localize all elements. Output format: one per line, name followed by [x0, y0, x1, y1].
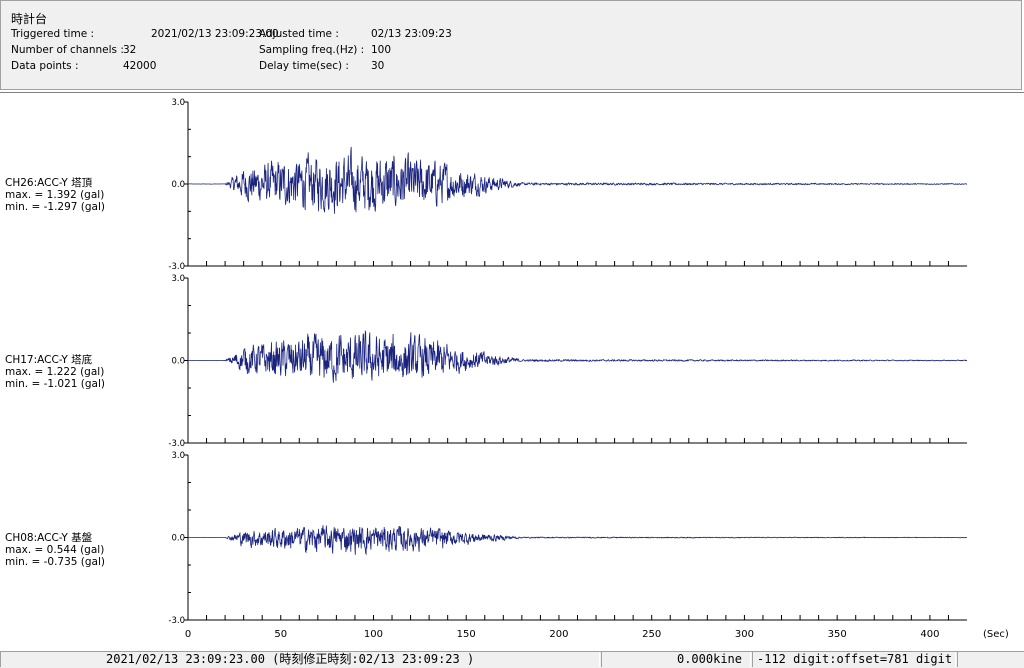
channel-name-3: CH08:ACC-Y 基盤 [5, 532, 93, 544]
channel-max-2: max. = 1.222 (gal) [5, 366, 105, 378]
x-tick-label: 150 [457, 629, 476, 640]
sampling-freq-label: Sampling freq.(Hz) : [259, 44, 365, 56]
site-title: 時計台 [11, 12, 48, 26]
channel-info-1: CH26:ACC-Y 塔頂 max. = 1.392 (gal) min. = … [5, 177, 105, 213]
x-axis-unit: (Sec) [983, 629, 1009, 640]
y-tick-label: -3.0 [168, 439, 185, 449]
status-digit: -112 digit:offset=781 digit [752, 652, 956, 667]
channel-max-3: max. = 0.544 (gal) [5, 544, 105, 556]
x-tick-label: 200 [549, 629, 568, 640]
triggered-time-label: Triggered time : [11, 28, 95, 40]
waveform-line-1 [188, 146, 968, 214]
channel-name-2: CH17:ACC-Y 塔底 [5, 354, 93, 366]
y-tick-label: -3.0 [168, 262, 185, 272]
y-tick-label: 0.0 [171, 180, 185, 190]
channel-info-3: CH08:ACC-Y 基盤 max. = 0.544 (gal) min. = … [5, 532, 105, 568]
waveform-line-3 [187, 525, 968, 556]
status-bar: 2021/02/13 23:09:23.00 (時刻修正時刻:02/13 23:… [0, 651, 1024, 668]
datapoints-label: Data points : [11, 60, 79, 72]
channels-label: Number of channels : [11, 44, 124, 56]
sampling-freq-value: 100 [371, 44, 392, 56]
y-tick-label: 0.0 [171, 357, 185, 367]
y-tick-label: 3.0 [171, 274, 185, 284]
channels-value: 32 [123, 44, 137, 56]
waveform-line-2 [187, 329, 967, 383]
channel-info-2: CH17:ACC-Y 塔底 max. = 1.222 (gal) min. = … [5, 354, 105, 390]
waveform-plot-area: 3.0 0.0 -3.0 3.0 0.0 -3.0 3.0 0.0 -3.0 0 50 100 150 2… [0, 92, 1024, 652]
adjusted-time-label: Adjusted time : [259, 28, 339, 40]
x-tick-label: 350 [828, 629, 847, 640]
x-tick-label: 0 [185, 629, 191, 640]
info-header: 時計台 Triggered time : 2021/02/13 23:09:23… [0, 0, 1022, 90]
x-tick-label: 100 [364, 629, 383, 640]
delay-time-value: 30 [371, 60, 385, 72]
x-tick-label: 50 [274, 629, 287, 640]
triggered-time-value: 2021/02/13 23:09:23.00 [151, 28, 279, 40]
y-tick-label: 3.0 [171, 451, 185, 461]
waveform-chart: 3.00.0-3.03.00.0-3.03.00.0-3.00 50 100 150 2… [168, 98, 1009, 640]
y-tick-label: -3.0 [168, 616, 185, 626]
status-kine: 0.000kine [601, 652, 751, 667]
adjusted-time-value: 02/13 23:09:23 [371, 28, 452, 40]
x-tick-label: 250 [642, 629, 661, 640]
datapoints-value: 42000 [123, 60, 157, 72]
status-empty-cell [957, 652, 1024, 667]
channel-min-2: min. = -1.021 (gal) [5, 378, 106, 390]
y-tick-label: 3.0 [171, 98, 185, 108]
channel-min-1: min. = -1.297 (gal) [5, 201, 106, 213]
y-tick-label: 0.0 [171, 534, 185, 544]
channel-max-1: max. = 1.392 (gal) [5, 189, 105, 201]
channel-min-3: min. = -0.735 (gal) [5, 556, 106, 568]
x-tick-label: 300 [735, 629, 754, 640]
status-time: 2021/02/13 23:09:23.00 (時刻修正時刻:02/13 23:… [0, 652, 600, 667]
delay-time-label: Delay time(sec) : [259, 60, 349, 72]
x-tick-label: 400 [920, 629, 939, 640]
channel-name-1: CH26:ACC-Y 塔頂 [5, 177, 93, 189]
